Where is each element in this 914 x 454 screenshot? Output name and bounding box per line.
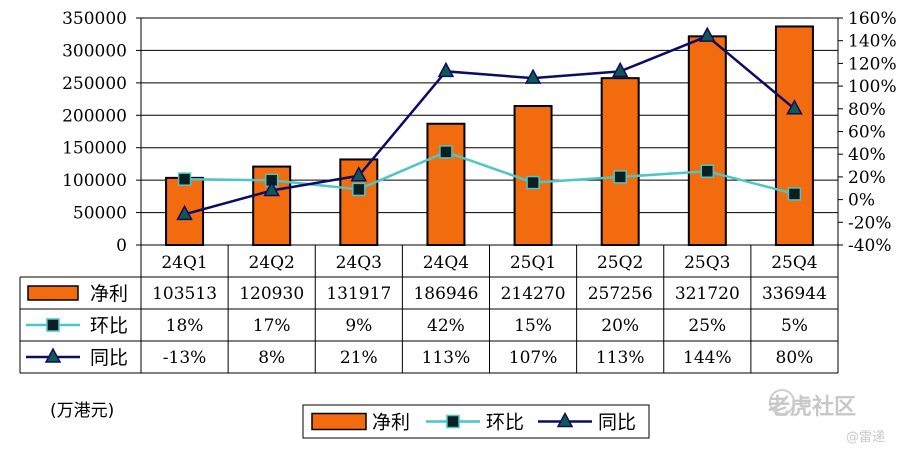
data-label: 18% — [166, 316, 204, 336]
x-tick-label: 24Q2 — [248, 253, 294, 273]
data-label: 5% — [781, 316, 808, 336]
y-right-tick-label: 20% — [848, 168, 886, 188]
table-legend-point — [46, 318, 60, 332]
x-tick-label: 25Q4 — [771, 253, 817, 273]
data-label: 9% — [345, 316, 372, 336]
data-label: 8% — [258, 348, 285, 368]
mom-point — [177, 172, 192, 186]
table-legend-point — [44, 347, 62, 363]
table-series-name: 净利 — [90, 283, 128, 305]
y-right-tick-label: 80% — [848, 100, 886, 120]
y-left-tick-label: 350000 — [62, 9, 127, 29]
yoy-point — [176, 204, 193, 221]
watermark-logo-icon — [769, 389, 795, 415]
data-label: 20% — [601, 316, 639, 336]
watermark-author: @雷递 — [846, 430, 886, 445]
x-tick-label: 24Q1 — [161, 253, 207, 273]
x-tick-label: 24Q4 — [423, 253, 469, 273]
y-left-tick-label: 250000 — [62, 74, 127, 94]
data-label: 131917 — [326, 284, 391, 304]
y-right-tick-label: -40% — [848, 236, 892, 256]
watermark-brand: 老虎社区 — [768, 395, 857, 420]
x-tick-label: 25Q3 — [684, 253, 730, 273]
y-left-tick-label: 100000 — [62, 171, 127, 191]
data-label: 15% — [514, 316, 552, 336]
y-left-tick-label: 200000 — [62, 106, 127, 126]
data-label: 17% — [253, 316, 291, 336]
y-right-tick-label: 60% — [848, 123, 886, 143]
table-legend-key — [27, 285, 79, 301]
mom-point — [613, 170, 627, 184]
data-label: 21% — [340, 348, 378, 368]
yoy-point — [611, 61, 629, 78]
legend-point — [446, 414, 460, 429]
yoy-point — [437, 61, 455, 78]
mom-point — [439, 145, 453, 159]
bar — [513, 105, 553, 247]
y-right-tick-label: -20% — [848, 213, 892, 233]
data-label: 336944 — [762, 284, 827, 304]
mom-point — [352, 182, 366, 197]
data-label: 103513 — [152, 284, 217, 304]
y-right-tick-label: 160% — [848, 9, 897, 29]
y-right-tick-label: 100% — [848, 77, 897, 97]
yoy-point — [350, 166, 368, 182]
y-left-tick-label: 150000 — [62, 139, 127, 159]
data-label: 107% — [509, 348, 558, 368]
y-right-tick-label: 140% — [848, 32, 897, 52]
y-right-tick-label: 120% — [848, 54, 897, 74]
data-label: 80% — [776, 348, 814, 368]
data-label: -13% — [163, 348, 207, 368]
bar — [687, 35, 727, 246]
data-label: 144% — [683, 348, 732, 368]
data-label: 42% — [427, 316, 465, 336]
y-left-tick-label: 0 — [116, 236, 127, 256]
x-tick-label: 25Q2 — [597, 253, 643, 273]
bar — [426, 122, 466, 246]
data-label: 25% — [688, 316, 726, 336]
bar — [774, 25, 814, 247]
legend-label: 环比 — [486, 412, 524, 434]
table-series-name: 环比 — [90, 315, 128, 337]
yoy-point — [786, 99, 803, 115]
unit-label: (万港元) — [50, 401, 115, 421]
mom-line — [184, 150, 795, 196]
data-label: 120930 — [239, 284, 304, 304]
y-left-tick-label: 300000 — [62, 41, 127, 61]
data-label: 214270 — [501, 284, 566, 304]
y-right-tick-label: 0% — [848, 191, 875, 211]
mom-point — [526, 175, 540, 190]
legend-label: 净利 — [372, 412, 410, 434]
data-label: 321720 — [675, 284, 740, 304]
yoy-point — [699, 26, 716, 42]
yoy-point — [524, 68, 542, 84]
legend-key — [311, 412, 367, 431]
legend-label: 同比 — [598, 412, 636, 434]
table-series-name: 同比 — [90, 347, 128, 369]
data-label: 113% — [422, 348, 471, 368]
yoy-point — [263, 180, 280, 197]
x-tick-label: 25Q1 — [510, 253, 556, 273]
bar — [600, 77, 640, 246]
mom-point — [787, 187, 802, 201]
legend-point — [556, 411, 574, 428]
data-label: 257256 — [588, 284, 653, 304]
y-right-tick-label: 40% — [848, 145, 886, 165]
data-label: 113% — [596, 348, 645, 368]
mom-point — [700, 164, 715, 178]
x-tick-label: 24Q3 — [336, 253, 382, 273]
data-label: 186946 — [413, 284, 478, 304]
y-left-tick-label: 50000 — [73, 204, 127, 224]
yoy-line — [184, 34, 796, 216]
